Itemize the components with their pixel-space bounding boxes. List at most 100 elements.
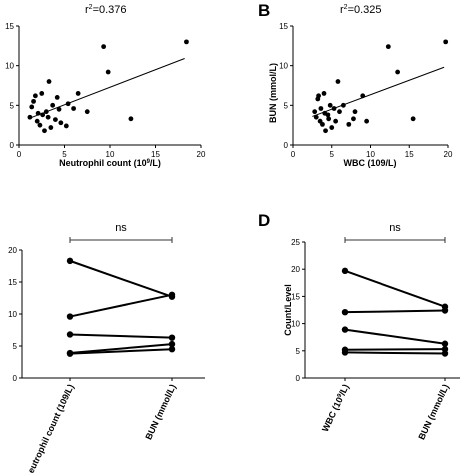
panel-c-pair-line <box>69 343 173 355</box>
panel-d-point <box>341 267 349 275</box>
panel-c-y-tick-label: 0 <box>13 374 18 383</box>
panel-b-point <box>318 106 324 111</box>
panel-a-point <box>184 39 189 45</box>
panel-d-y-tick-label: 25 <box>291 238 300 247</box>
panel-d-point <box>341 349 349 356</box>
panel-b-point <box>327 102 333 108</box>
panel-b-point <box>335 79 341 84</box>
panel-c-category-label: BUN (mmol/L) <box>143 383 177 442</box>
panel-b-point <box>410 116 416 122</box>
panel-a-point <box>58 120 64 126</box>
panel-a-point <box>65 101 71 107</box>
panel-b-x-tick-label: 5 <box>330 150 335 159</box>
panel-a-r2-annotation: r2=0.376 <box>85 4 127 16</box>
panel-c-y-tick-label: 20 <box>8 246 17 255</box>
panel-d-pair-line <box>344 269 446 308</box>
panel-a-point <box>45 114 51 120</box>
panel-b-xlabel: WBC (109/L) <box>343 158 396 168</box>
panel-b-point <box>351 116 356 122</box>
panel-b-point <box>337 109 342 115</box>
panel-d-pair-line <box>344 328 446 345</box>
panel-b-point <box>321 91 327 96</box>
panel-b-point <box>352 109 358 115</box>
panel-a-point <box>75 91 81 96</box>
panel-a-y-tick-label: 10 <box>5 62 14 71</box>
panel-b-point <box>360 93 366 99</box>
panel-b-plot: 0 5 10 15 20 0 5 10 15 <box>279 22 453 159</box>
panel-d-y-tick-label: 15 <box>291 292 300 301</box>
panel-b-y-tick-label: 5 <box>284 101 289 110</box>
panel-c-point <box>66 331 74 338</box>
panel-a-point <box>40 112 46 118</box>
panel-d-y-tick-label: 0 <box>296 374 301 383</box>
panel-a-regression-line <box>27 58 185 120</box>
panel-b-point <box>323 128 328 134</box>
panel-b-point <box>325 112 331 118</box>
panel-a-point <box>56 106 62 112</box>
panel-c-pair-line <box>69 333 173 339</box>
panel-a-x-tick-label: 0 <box>17 150 22 159</box>
panel-c-pair-line <box>69 259 173 298</box>
panel-d-category-label: BUN (mmol/L) <box>416 383 450 442</box>
panel-d: D 0 5 10 15 20 25 WBC (109/L) BUN (mmol/L) ns C… <box>258 211 460 441</box>
panel-a-point <box>84 109 90 115</box>
panel-b-point <box>443 39 449 45</box>
panel-b-x-tick-label: 10 <box>366 150 375 159</box>
panel-a-point <box>48 125 54 130</box>
panel-d-pair-line <box>344 351 446 355</box>
panel-b-point <box>333 118 339 124</box>
panel-d-label: D <box>258 211 270 230</box>
panel-b-y-tick-label: 0 <box>284 141 289 150</box>
panel-b-point <box>364 118 370 124</box>
panel-d-category-label: WBC (109/L) <box>320 383 351 434</box>
panel-a-point <box>101 44 107 50</box>
panel-b-ylabel: BUN (mmol/L) <box>268 63 278 123</box>
panel-a-point <box>50 102 56 108</box>
panel-a-point <box>63 123 69 129</box>
panel-a-point <box>39 91 45 96</box>
panel-a-point <box>46 79 52 84</box>
panel-c-point <box>168 291 176 298</box>
panel-d-y-tick-label: 20 <box>291 265 300 274</box>
panel-a: r2=0.376 0 5 10 15 20 0 5 10 15 Neutrophil count… <box>5 4 206 168</box>
panel-a-plot: 0 5 10 15 20 0 5 10 15 <box>5 22 206 159</box>
panel-a-point <box>54 95 60 100</box>
panel-b-x-tick-label: 20 <box>444 150 453 159</box>
panel-b-point <box>331 106 337 111</box>
panel-c-category-label: eutrophil count (109/L) <box>26 383 76 474</box>
panel-a-x-tick-label: 5 <box>62 150 67 159</box>
panel-c-point <box>66 313 74 320</box>
panel-a-point <box>34 118 40 124</box>
panel-b-x-tick-label: 15 <box>405 150 414 159</box>
panel-b-point <box>316 93 321 99</box>
panel-d-plot: 0 5 10 15 20 25 WBC (109/L) BUN (mmol/L) <box>291 237 460 441</box>
panel-c-y-tick-label: 5 <box>13 342 18 351</box>
panel-a-point <box>35 110 41 116</box>
panel-d-significance: ns <box>389 222 401 234</box>
panel-c-pair-line <box>69 293 173 318</box>
panel-c-y-tick-label: 10 <box>8 310 17 319</box>
panel-d-pair-line <box>344 348 446 351</box>
panel-a-y-tick-label: 0 <box>10 141 15 150</box>
panel-a-xlabel: Neutrophil count (109/L) <box>59 158 161 168</box>
panel-b: B r2=0.325 0 5 10 15 20 0 5 10 15 WBC (109/L) BU… <box>258 1 453 168</box>
panel-a-point <box>42 128 47 134</box>
panel-b-point <box>385 44 391 50</box>
panel-b-point <box>312 109 318 115</box>
panel-d-point <box>341 308 349 316</box>
panel-d-point <box>441 307 449 314</box>
panel-c-plot: 0 5 10 15 20 eutrophil count (109/L) BUN (mmol… <box>8 237 205 474</box>
panel-d-y-tick-label: 5 <box>296 347 301 356</box>
panel-b-label: B <box>258 1 270 20</box>
panel-c-pair-line <box>69 348 173 355</box>
panel-b-point <box>395 69 401 75</box>
panel-b-point <box>340 102 346 108</box>
panel-a-point <box>27 114 33 120</box>
panel-a-point <box>43 109 49 115</box>
panel-d-ylabel: Count/Level <box>283 284 293 336</box>
panel-b-x-tick-label: 0 <box>291 150 296 159</box>
panel-c-point <box>168 346 176 353</box>
panel-b-point <box>326 116 332 122</box>
panel-a-point <box>29 104 35 110</box>
